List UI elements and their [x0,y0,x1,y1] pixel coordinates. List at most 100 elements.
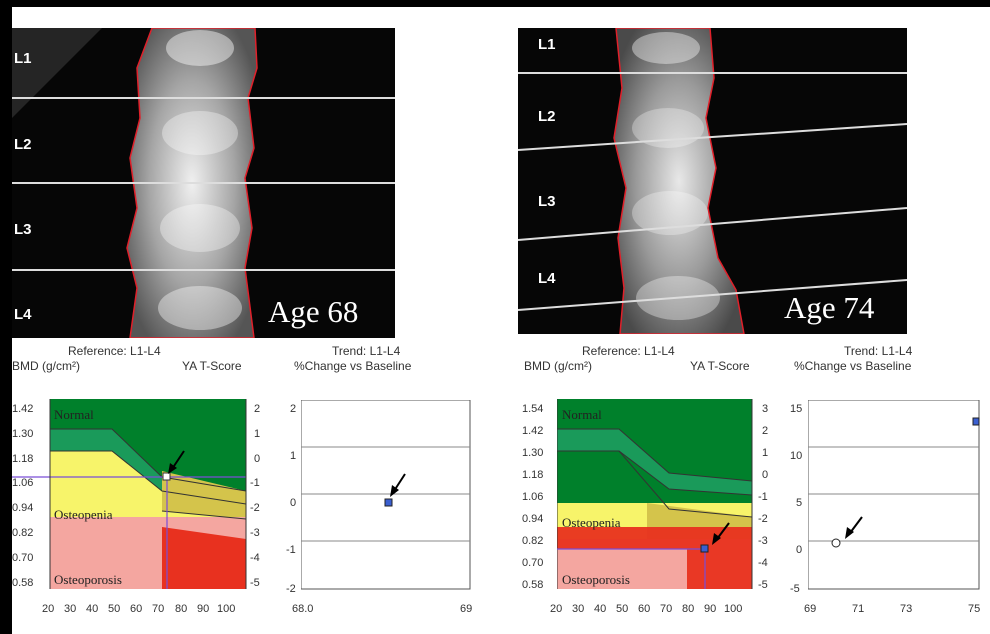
tscore-tick: 1 [762,447,769,459]
trend-y-tick: -2 [286,583,296,595]
bmd-tick: 0.70 [12,552,34,564]
trend-y-tick: 0 [290,497,297,509]
bmd-tick: 1.30 [12,428,34,440]
age-tick: 30 [64,603,77,615]
tscore-tick: 0 [762,469,769,481]
age-tick: 60 [638,603,651,615]
bmd-tick: 1.18 [12,453,34,465]
bmd-tick: 1.06 [12,477,34,489]
trend-x-tick: 69 [804,603,817,615]
trend-y-tick: -1 [286,544,296,556]
tscore-tick: 2 [254,403,261,415]
bmd-tick: 0.82 [12,527,34,539]
bmd-tick: 1.30 [522,447,544,459]
tscore-axis-label: YA T-Score [690,359,750,373]
bmd-tick: 1.54 [522,403,544,415]
trend-x-tick: 75 [968,603,981,615]
trend-y-tick: 0 [796,544,803,556]
vertebra-label: L3 [538,193,556,210]
age-tick: 20 [42,603,55,615]
age-tick: 80 [682,603,695,615]
tscore-tick: -1 [250,477,260,489]
zone-label-osteoporosis: Osteoporosis [562,572,630,587]
tscore-tick: 1 [254,428,261,440]
tscore-tick: 2 [762,425,769,437]
age-tick: 40 [86,603,99,615]
age-tick: 70 [152,603,165,615]
trend-chart-right [808,400,980,590]
bmd-axis-label: BMD (g/cm²) [12,359,80,373]
tscore-tick: -3 [250,527,260,539]
tscore-tick: -5 [758,579,768,591]
tscore-tick: -2 [250,502,260,514]
spine-image-right [518,28,907,334]
trend-y-tick: 5 [796,497,803,509]
bmd-tick: 0.82 [522,535,544,547]
tscore-tick: 0 [254,453,261,465]
spine-image-left [12,28,395,338]
vertebra-label: L3 [14,221,32,238]
zone-label-osteopenia: Osteopenia [562,515,621,530]
age-tick: 30 [572,603,585,615]
vertebra-label: L2 [538,108,556,125]
tscore-tick: 3 [762,403,769,415]
age-label: Age 74 [784,290,875,325]
reference-chart-right [557,399,753,589]
age-tick: 90 [704,603,717,615]
bmd-tick: 1.18 [522,469,544,481]
age-label: Age 68 [268,294,359,329]
tscore-tick: -1 [758,491,768,503]
age-tick: 100 [217,603,236,615]
trend-title: Trend: L1-L4 [844,344,913,358]
trend-x-tick: 71 [852,603,865,615]
bmd-tick: 0.94 [522,513,544,525]
bmd-tick: 0.58 [522,579,544,591]
trend-title: Trend: L1-L4 [332,344,401,358]
trend-x-tick: 69 [460,603,473,615]
age-tick: 60 [130,603,143,615]
bmd-axis-label: BMD (g/cm²) [524,359,592,373]
age-tick: 70 [660,603,673,615]
dexa-scan-right: L1 L2 L3 L4 Age 74 [518,28,907,334]
trend-y-tick: 15 [790,403,803,415]
tscore-tick: -5 [250,577,260,589]
zone-label-osteoporosis: Osteoporosis [54,572,122,587]
tscore-axis-label: YA T-Score [182,359,242,373]
vertebra-label: L2 [14,136,32,153]
age-tick: 100 [724,603,743,615]
bmd-tick: 1.42 [12,403,34,415]
reference-title: Reference: L1-L4 [68,344,161,358]
bmd-tick: 0.94 [12,502,34,514]
age-tick: 90 [197,603,210,615]
trend-y-tick: 1 [290,450,297,462]
vertebra-label: L4 [538,270,556,287]
tscore-tick: -2 [758,513,768,525]
trend-x-tick: 68.0 [292,603,314,615]
trend-chart-left [301,400,471,590]
age-tick: 40 [594,603,607,615]
trend-y-tick: -5 [790,583,800,595]
bmd-tick: 0.70 [522,557,544,569]
zone-label-osteopenia: Osteopenia [54,507,113,522]
bmd-tick: 1.06 [522,491,544,503]
trend-axis-label: %Change vs Baseline [794,359,912,373]
tscore-tick: -3 [758,535,768,547]
zone-label-normal: Normal [562,407,602,422]
age-tick: 20 [550,603,563,615]
zone-label-normal: Normal [54,407,94,422]
reference-title: Reference: L1-L4 [582,344,675,358]
age-tick: 50 [616,603,629,615]
trend-axis-label: %Change vs Baseline [294,359,412,373]
figure-frame: L1 L2 L3 L4 Age 68 L1 L2 L3 L4 Age 74 [12,7,990,634]
vertebra-label: L4 [14,306,32,323]
tscore-tick: -4 [758,557,768,569]
trend-x-tick: 73 [900,603,913,615]
trend-y-tick: 10 [790,450,803,462]
dexa-scan-left: L1 L2 L3 L4 Age 68 [12,28,395,338]
bmd-tick: 0.58 [12,577,34,589]
age-tick: 50 [108,603,121,615]
vertebra-label: L1 [538,36,556,53]
bmd-tick: 1.42 [522,425,544,437]
age-tick: 80 [175,603,188,615]
